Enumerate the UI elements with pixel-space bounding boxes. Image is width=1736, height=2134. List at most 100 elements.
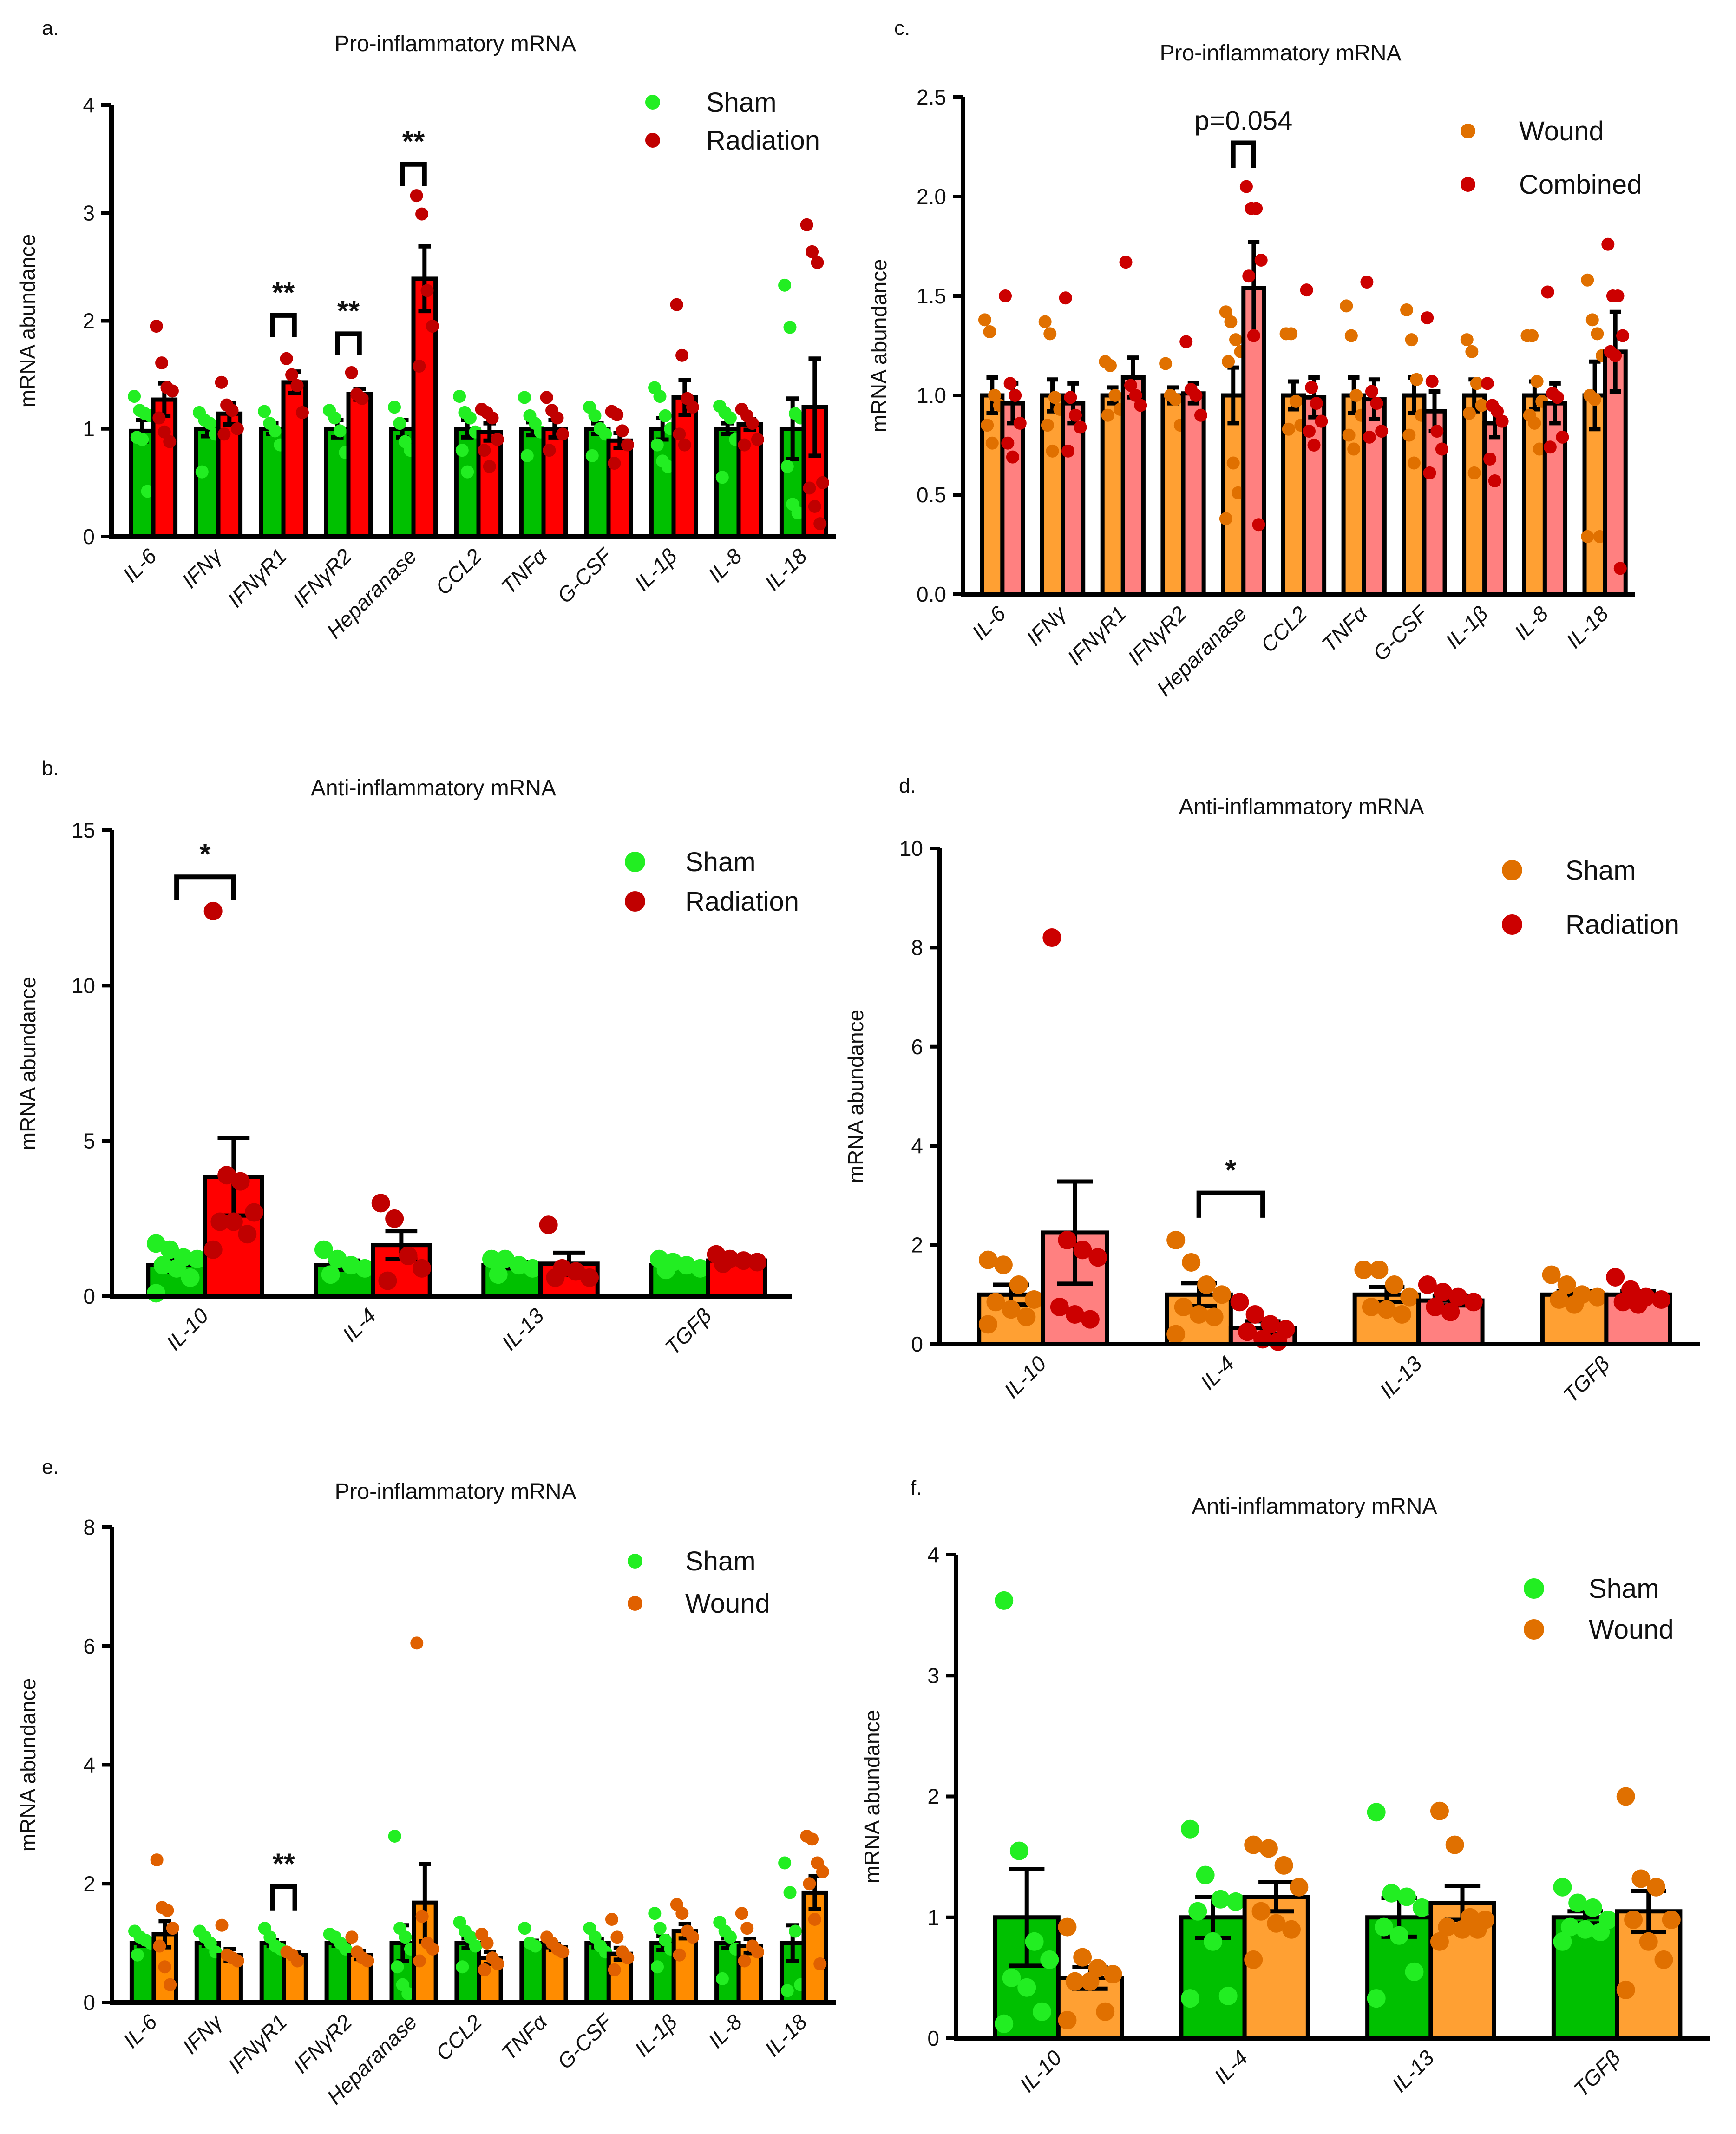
data-point	[1229, 333, 1243, 347]
data-point	[1365, 385, 1378, 398]
legend-marker	[645, 133, 660, 148]
y-tick-label: 4	[911, 1134, 923, 1158]
data-point	[136, 433, 149, 446]
data-point	[608, 457, 621, 470]
data-point	[1002, 1968, 1021, 1987]
data-point	[800, 218, 813, 231]
data-point	[1591, 327, 1604, 341]
legend-label: Wound	[1589, 1615, 1674, 1645]
data-point	[751, 1945, 765, 1959]
y-tick-label: 1.0	[917, 383, 946, 407]
legend-marker	[1461, 124, 1475, 138]
y-tick-label: 4	[83, 1753, 95, 1777]
data-point	[1560, 1917, 1579, 1937]
data-point	[616, 424, 629, 438]
data-point	[1073, 1241, 1092, 1260]
data-point	[520, 449, 534, 462]
x-tick-label: IL-1β	[630, 2009, 681, 2061]
chart-title: Anti-inflammatory mRNA	[1192, 1494, 1437, 1519]
data-point	[355, 1259, 374, 1278]
data-point	[1430, 1801, 1449, 1820]
x-tick-label: IL-1β	[1441, 601, 1492, 653]
data-point	[556, 1945, 570, 1959]
data-point	[1124, 379, 1138, 392]
data-point	[1252, 518, 1265, 532]
significance-label: **	[272, 277, 295, 309]
data-point	[1174, 1297, 1193, 1316]
x-tick-label: CCL2	[431, 2009, 487, 2065]
data-point	[1624, 1910, 1643, 1929]
panel-f: f. Anti-inflammatory mRNA mRNA abundance 0 1…	[860, 1477, 1710, 2101]
data-point	[1557, 1275, 1576, 1294]
significance-bracket	[270, 313, 297, 337]
data-point	[670, 298, 683, 311]
data-point	[686, 401, 699, 414]
data-point	[1159, 357, 1173, 370]
data-point	[978, 1315, 997, 1334]
data-point	[1470, 377, 1483, 390]
data-point	[605, 1912, 618, 1926]
data-point	[1189, 1305, 1208, 1324]
data-point	[167, 1259, 186, 1278]
data-point	[1430, 425, 1444, 438]
y-tick-label: 2	[83, 1871, 95, 1896]
data-point	[1103, 1965, 1122, 1984]
bar-combined-G-CSF	[1422, 409, 1447, 597]
legend-label: Radiation	[706, 125, 820, 156]
data-point	[268, 424, 282, 438]
data-point	[1362, 1297, 1381, 1316]
x-tick-label: IL-4	[1196, 1351, 1239, 1394]
data-point	[1203, 1932, 1222, 1951]
data-point	[1467, 466, 1481, 479]
data-point	[1119, 256, 1133, 269]
data-point	[1103, 359, 1117, 372]
data-point	[648, 1907, 662, 1920]
data-point	[217, 427, 231, 441]
data-point	[1058, 1917, 1077, 1937]
data-point	[1032, 2002, 1051, 2021]
data-point	[1438, 1917, 1457, 1937]
y-tick-label: 10	[72, 973, 95, 998]
data-point	[1601, 237, 1615, 251]
data-point	[715, 1972, 729, 1985]
data-point	[1342, 428, 1356, 442]
data-point	[410, 189, 423, 203]
bar-combined-IFNγR2	[1181, 391, 1206, 597]
data-point	[1009, 1275, 1028, 1294]
significance-label: **	[273, 1848, 295, 1880]
data-point	[1553, 1878, 1572, 1897]
data-point	[978, 313, 991, 327]
data-point	[580, 1268, 599, 1287]
data-point	[556, 427, 569, 441]
legend-label: Sham	[685, 847, 756, 877]
x-tick-label: IFNγ	[1022, 600, 1072, 650]
data-point	[1639, 1932, 1658, 1951]
data-point	[165, 384, 179, 398]
data-point	[1096, 2002, 1115, 2021]
y-tick-label: 0.0	[917, 582, 946, 606]
data-point	[469, 1939, 482, 1953]
data-point	[1224, 315, 1238, 328]
data-point	[1588, 1287, 1607, 1307]
data-point	[546, 1268, 565, 1287]
data-point	[1465, 345, 1479, 358]
data-point	[1367, 1803, 1386, 1822]
data-point	[230, 422, 244, 435]
error-bar	[1057, 1179, 1093, 1286]
data-point	[371, 1194, 390, 1213]
data-point	[399, 1930, 412, 1944]
data-point	[1412, 1898, 1431, 1917]
y-axis-label: mRNA abundance	[867, 259, 891, 432]
data-point	[1385, 1275, 1404, 1294]
data-point	[1464, 1293, 1483, 1312]
data-point	[811, 256, 824, 269]
data-point	[280, 352, 293, 365]
legend-label: Combined	[1519, 170, 1642, 200]
data-point	[1375, 425, 1389, 438]
data-point	[413, 1954, 426, 1968]
data-point	[748, 1253, 767, 1272]
data-point	[1349, 389, 1363, 402]
significance-label: **	[402, 126, 425, 158]
significance-bracket	[1231, 140, 1256, 168]
data-point	[1363, 430, 1376, 444]
